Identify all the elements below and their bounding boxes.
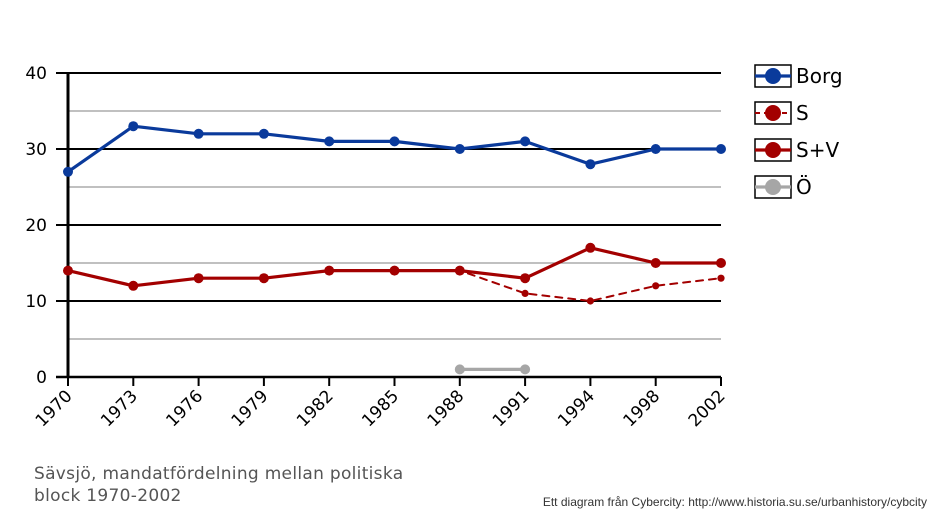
data-point <box>193 273 204 284</box>
data-point <box>650 258 661 268</box>
x-tick-label: 2002 <box>685 386 730 431</box>
data-point <box>520 136 531 147</box>
data-point <box>520 273 531 284</box>
legend-label: S+V <box>796 138 839 162</box>
data-point <box>520 364 531 375</box>
data-point <box>454 144 465 154</box>
data-point <box>63 166 73 177</box>
axes: 0 10 20 30 40 1970 1973 1976 1979 1982 1985 1988 199… <box>25 64 729 431</box>
data-point <box>193 128 204 139</box>
series-Borg <box>63 121 726 177</box>
x-tick-label: 1998 <box>620 386 665 431</box>
data-point <box>716 258 726 268</box>
y-tick-label: 30 <box>25 140 47 160</box>
legend-swatch-marker <box>765 179 781 195</box>
data-point <box>258 273 269 284</box>
x-tick-label: 1985 <box>358 386 403 431</box>
data-point <box>258 128 269 139</box>
legend: Borg S S+V Ö <box>754 64 843 199</box>
y-tick-label: 40 <box>25 64 47 84</box>
data-point <box>128 121 139 132</box>
data-point <box>324 265 335 276</box>
data-point <box>650 144 661 154</box>
legend-swatch-marker <box>765 105 781 121</box>
x-tick-label: 1979 <box>228 386 273 431</box>
legend-swatch-marker <box>765 142 781 158</box>
data-point <box>586 297 595 305</box>
chart-caption: Sävsjö, mandatfördelning mellan politisk… <box>34 464 404 506</box>
legend-item: Ö <box>754 175 812 199</box>
data-point <box>389 265 400 276</box>
data-point <box>717 274 725 282</box>
y-tick-label: 0 <box>36 368 47 388</box>
data-point <box>63 265 73 276</box>
legend-label: Ö <box>796 175 812 199</box>
x-tick-label: 1970 <box>32 386 77 431</box>
data-point <box>716 144 726 154</box>
legend-swatch-marker <box>765 68 781 84</box>
credit-text: Ett diagram från Cybercity: http://www.h… <box>542 495 927 509</box>
x-tick-label: 1994 <box>554 386 599 431</box>
y-tick-label: 10 <box>25 292 47 312</box>
data-point <box>454 265 465 276</box>
y-tick-label: 20 <box>25 216 47 236</box>
x-tick-label: 1976 <box>162 386 207 431</box>
data-point <box>324 136 335 147</box>
grid <box>56 72 721 340</box>
data-point <box>652 282 660 290</box>
data-point <box>454 364 465 375</box>
legend-item: S <box>754 101 809 125</box>
legend-item: S+V <box>754 138 839 162</box>
x-tick-label: 1982 <box>293 386 338 431</box>
series-Ö <box>454 364 531 375</box>
legend-label: Borg <box>796 64 843 88</box>
series-S+V <box>63 242 726 291</box>
x-tick-label: 1988 <box>424 386 469 431</box>
data-point <box>521 289 529 297</box>
data-point <box>585 242 596 253</box>
data-point <box>389 136 400 147</box>
series <box>63 121 726 375</box>
x-tick-label: 1973 <box>97 386 142 431</box>
data-point <box>585 159 596 170</box>
data-point <box>128 280 139 291</box>
x-tick-label: 1991 <box>489 386 534 431</box>
legend-item: Borg <box>754 64 843 88</box>
legend-label: S <box>796 101 809 125</box>
